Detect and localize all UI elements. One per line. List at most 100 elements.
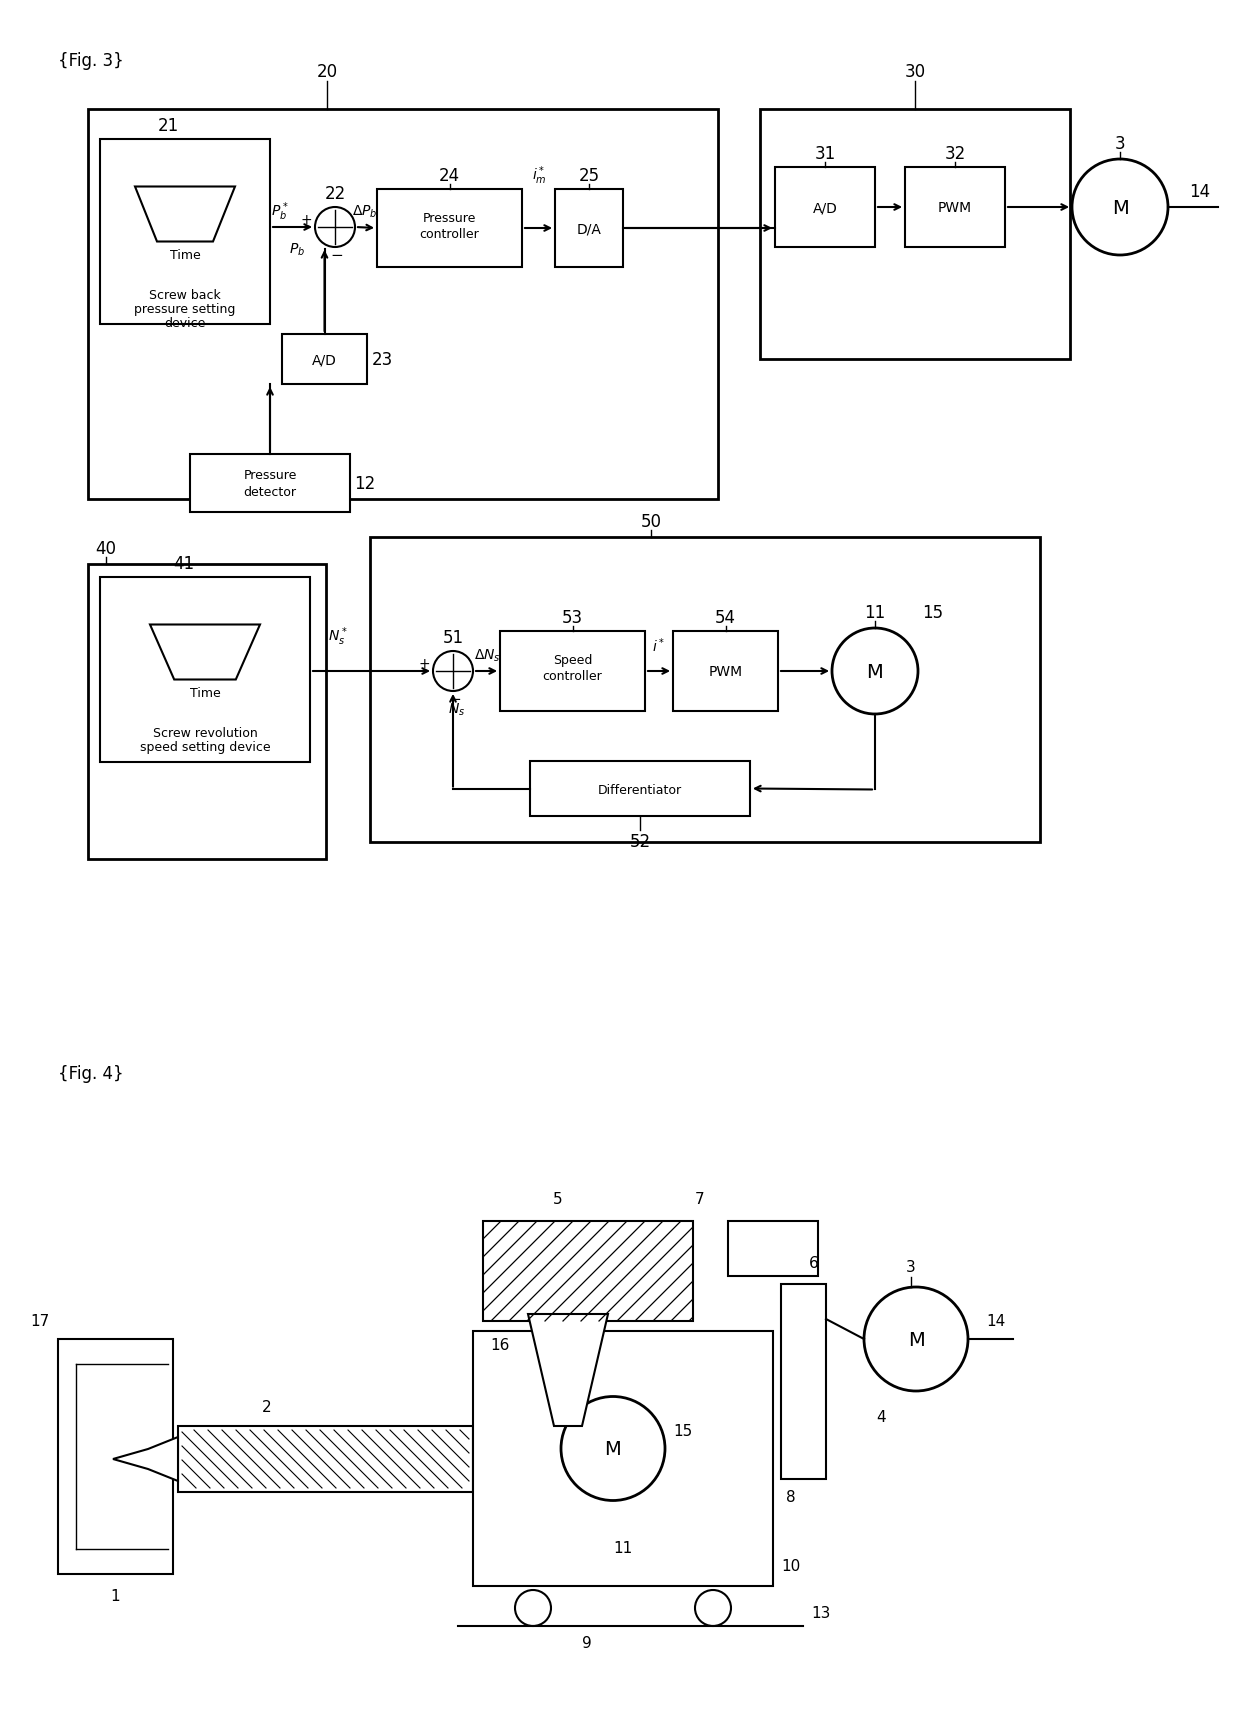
Bar	[88, 565, 326, 859]
Polygon shape	[150, 625, 260, 681]
Text: 50: 50	[641, 513, 662, 530]
Text: 11: 11	[864, 604, 885, 622]
Bar	[190, 456, 350, 513]
Text: Time: Time	[190, 686, 221, 700]
Text: $P_b$: $P_b$	[289, 242, 305, 258]
Text: 14: 14	[1189, 184, 1210, 201]
Text: 17: 17	[30, 1315, 50, 1328]
Bar	[781, 1283, 826, 1479]
Text: +: +	[300, 213, 311, 227]
Text: +: +	[418, 656, 430, 670]
Text: 32: 32	[945, 145, 966, 163]
Text: D/A: D/A	[577, 222, 601, 236]
Text: 21: 21	[157, 118, 179, 135]
Text: 5: 5	[553, 1192, 563, 1207]
Bar	[370, 537, 1040, 842]
Bar	[179, 1425, 472, 1493]
Bar	[484, 1221, 693, 1322]
Text: Time: Time	[170, 249, 201, 262]
Text: $P_b^*$: $P_b^*$	[272, 201, 289, 223]
Text: device: device	[165, 317, 206, 329]
Text: 1: 1	[110, 1588, 120, 1604]
Bar	[100, 140, 270, 326]
Text: Screw back: Screw back	[149, 288, 221, 301]
Text: 3: 3	[1115, 135, 1126, 152]
Text: $i^*$: $i^*$	[652, 636, 666, 655]
Bar	[529, 762, 750, 816]
Text: M: M	[1111, 199, 1128, 218]
Text: 16: 16	[490, 1337, 510, 1351]
Circle shape	[1073, 159, 1168, 256]
Text: detector: detector	[243, 485, 296, 499]
Polygon shape	[113, 1438, 179, 1481]
Text: PWM: PWM	[708, 665, 743, 679]
Bar	[472, 1332, 773, 1587]
Text: 31: 31	[815, 145, 836, 163]
Text: 24: 24	[439, 166, 460, 185]
Text: Speed: Speed	[553, 653, 593, 667]
Text: 2: 2	[262, 1399, 272, 1413]
Text: 4: 4	[877, 1410, 885, 1424]
Text: A/D: A/D	[812, 201, 837, 215]
Text: 7: 7	[696, 1192, 704, 1207]
Bar	[760, 109, 1070, 360]
Circle shape	[864, 1287, 968, 1391]
Text: $i_m^*$: $i_m^*$	[532, 165, 547, 187]
Bar	[281, 334, 367, 385]
Text: 51: 51	[443, 629, 464, 646]
Text: 12: 12	[355, 475, 376, 492]
Text: PWM: PWM	[937, 201, 972, 215]
Polygon shape	[135, 187, 236, 242]
Text: 22: 22	[325, 185, 346, 203]
Text: A/D: A/D	[312, 353, 337, 367]
Text: 6: 6	[808, 1254, 818, 1270]
Text: $\Delta P_b$: $\Delta P_b$	[352, 204, 378, 220]
Text: Screw revolution: Screw revolution	[153, 726, 258, 740]
Text: 11: 11	[614, 1540, 632, 1555]
Text: pressure setting: pressure setting	[134, 303, 236, 315]
Bar	[377, 191, 522, 268]
Text: $\Delta N_s$: $\Delta N_s$	[474, 648, 501, 663]
Circle shape	[433, 651, 472, 691]
Text: −: −	[331, 248, 343, 262]
Circle shape	[560, 1396, 665, 1500]
Bar	[905, 168, 1004, 248]
Text: $N_s^*$: $N_s^*$	[329, 625, 348, 648]
Bar	[556, 191, 622, 268]
Circle shape	[832, 629, 918, 715]
Text: 54: 54	[715, 608, 737, 627]
Bar	[775, 168, 875, 248]
Text: 41: 41	[174, 554, 195, 573]
Text: Pressure: Pressure	[243, 468, 296, 481]
Text: speed setting device: speed setting device	[140, 740, 270, 753]
Text: 53: 53	[562, 608, 583, 627]
Text: controller: controller	[419, 227, 480, 241]
Text: 15: 15	[673, 1424, 693, 1438]
Text: 13: 13	[811, 1606, 831, 1621]
Bar	[673, 632, 777, 712]
Bar	[58, 1339, 174, 1574]
Bar	[728, 1221, 818, 1276]
Text: 30: 30	[904, 62, 925, 81]
Text: 15: 15	[923, 604, 944, 622]
Text: M: M	[605, 1439, 621, 1458]
Text: 20: 20	[317, 62, 339, 81]
Polygon shape	[528, 1315, 608, 1425]
Bar	[500, 632, 645, 712]
Text: M: M	[908, 1330, 924, 1349]
Text: 40: 40	[95, 540, 117, 558]
Text: Pressure: Pressure	[423, 211, 476, 225]
Circle shape	[315, 208, 355, 248]
Text: 14: 14	[986, 1315, 1006, 1328]
Text: 25: 25	[578, 166, 600, 185]
Text: {Fig. 4}: {Fig. 4}	[58, 1065, 124, 1082]
Circle shape	[515, 1590, 551, 1626]
Text: {Fig. 3}: {Fig. 3}	[58, 52, 124, 69]
Text: $N_s$: $N_s$	[449, 701, 466, 717]
Bar	[88, 109, 718, 501]
Text: 23: 23	[371, 352, 393, 369]
Text: 52: 52	[630, 833, 651, 850]
Text: 10: 10	[781, 1559, 801, 1574]
Text: controller: controller	[543, 669, 603, 682]
Text: 8: 8	[786, 1490, 796, 1505]
